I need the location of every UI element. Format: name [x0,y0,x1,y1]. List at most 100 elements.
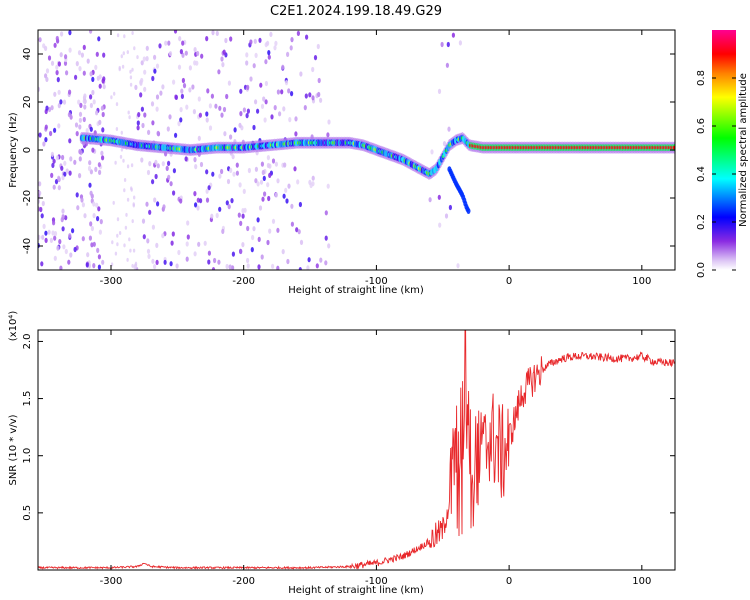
noise-speckle [101,155,105,161]
x-tick-label: -300 [100,276,123,287]
noise-speckle [177,121,181,127]
noise-speckle [313,55,318,61]
noise-speckle [287,183,291,189]
noise-speckle [308,179,312,185]
noise-speckle [68,89,72,95]
noise-speckle [57,175,61,181]
noise-speckle [169,261,173,267]
noise-speckle [123,188,126,193]
noise-speckle [42,141,46,147]
noise-speckle [179,49,183,55]
noise-speckle [304,93,308,99]
noise-speckle [53,255,57,261]
noise-speckle [151,224,155,230]
noise-speckle [327,119,331,125]
noise-speckle [440,41,444,48]
noise-speckle [239,248,243,255]
noise-speckle [151,75,155,82]
colorbar-label: Normalized spectral amplitude [738,73,749,227]
noise-speckle [126,50,129,55]
noise-speckle [143,69,147,75]
noise-speckle [98,229,102,235]
noise-speckle [50,105,54,111]
noise-speckle [178,36,182,42]
noise-speckle [143,86,147,92]
noise-speckle [217,259,221,265]
noise-speckle [96,247,100,253]
noise-speckle [177,249,181,256]
noise-speckle [53,42,57,48]
noise-speckle [196,205,200,211]
noise-speckle [172,190,176,196]
noise-speckle [61,175,65,181]
noise-speckle [140,77,144,84]
noise-speckle [95,110,99,116]
noise-speckle [120,54,124,59]
noise-speckle [303,105,307,111]
noise-speckle [221,228,225,234]
noise-speckle [296,179,300,185]
noise-speckle [282,106,286,112]
noise-speckle [82,116,86,123]
x-tick-label: -200 [232,576,255,587]
noise-speckle [49,130,53,137]
noise-speckle [57,103,61,109]
noise-speckle [115,102,119,107]
noise-speckle [167,174,171,180]
noise-speckle [143,112,147,118]
noise-speckle [168,51,173,57]
noise-speckle [211,171,215,177]
noise-speckle [205,111,209,117]
noise-speckle [89,221,93,227]
noise-speckle [91,76,95,82]
noise-speckle [92,99,96,105]
x-tick-label: -300 [100,576,123,587]
noise-speckle [206,88,210,94]
noise-speckle [324,260,328,266]
noise-speckle [211,267,216,270]
noise-speckle [296,30,300,36]
noise-speckle [266,40,270,46]
ridge-core [672,145,675,150]
noise-speckle [97,264,101,270]
snr-line [38,330,675,570]
noise-speckle [74,74,78,80]
noise-speckle [39,206,43,213]
noise-speckle [258,205,263,211]
noise-speckle [199,161,204,168]
noise-speckle [44,230,48,236]
noise-speckle [61,208,65,214]
noise-speckle [155,242,159,248]
noise-speckle [229,134,233,140]
noise-speckle [242,188,246,194]
noise-speckle [57,61,62,67]
noise-speckle [179,198,183,204]
noise-speckle [78,156,82,162]
noise-speckle [288,117,292,123]
noise-speckle [188,65,192,71]
noise-speckle [274,161,278,167]
noise-speckle [134,84,138,90]
noise-speckle [245,113,249,119]
noise-speckle [245,52,249,58]
noise-speckle [45,76,49,82]
noise-speckle [186,234,190,240]
noise-speckle [264,99,268,105]
noise-speckle [250,247,254,253]
noise-speckle [151,179,155,185]
noise-speckle [194,164,198,170]
noise-speckle [99,219,103,225]
noise-speckle [51,162,55,168]
noise-speckle [256,181,260,187]
noise-speckle [67,259,71,265]
noise-speckle [128,237,131,242]
noise-speckle [131,219,134,224]
noise-speckle [327,243,331,249]
noise-speckle [181,40,185,46]
noise-speckle [326,132,330,138]
noise-speckle [53,231,58,237]
noise-speckle [263,191,267,197]
noise-speckle [198,112,202,118]
noise-speckle [83,213,87,219]
